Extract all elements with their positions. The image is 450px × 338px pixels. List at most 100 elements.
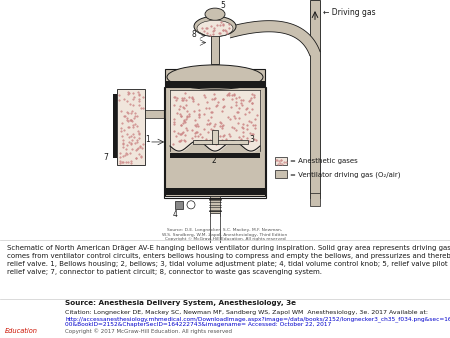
Point [249,122,256,128]
Point [251,95,258,100]
Point [196,112,203,117]
Point [249,131,256,137]
Point [233,96,240,101]
Ellipse shape [187,201,195,209]
Point [195,139,203,144]
Point [123,98,130,104]
Point [252,116,259,122]
Point [117,126,125,131]
Point [121,113,128,118]
Point [250,136,257,141]
Point [238,124,245,130]
Point [234,121,242,126]
Point [172,97,180,103]
Point [228,92,235,98]
Point [181,95,188,101]
Point [204,121,211,127]
Point [203,25,211,30]
Point [119,160,126,165]
Point [237,98,244,103]
Point [124,124,131,129]
Point [129,102,136,108]
Point [116,154,123,160]
Point [120,137,127,142]
Point [236,116,243,121]
Point [242,111,249,116]
Point [183,102,190,108]
Polygon shape [228,21,320,56]
Point [210,127,217,132]
Point [135,92,143,97]
Point [254,112,261,118]
Point [196,107,203,112]
Point [212,130,219,136]
Text: 7: 7 [103,153,108,162]
Point [116,97,123,103]
Point [124,110,131,115]
Point [225,131,232,136]
Point [138,153,145,159]
Point [171,94,179,99]
Text: 8: 8 [191,29,196,39]
Point [173,96,180,101]
Point [196,114,203,120]
Point [123,143,130,148]
Point [219,28,226,33]
Point [225,25,233,31]
Point [190,98,197,104]
Point [235,105,243,111]
Point [137,106,144,111]
Point [238,140,246,146]
Point [239,97,247,102]
Point [176,138,183,143]
Point [226,117,234,122]
Point [198,25,206,31]
Point [223,93,230,98]
Point [184,108,191,114]
Point [124,159,131,165]
Point [140,95,147,100]
Point [180,138,188,143]
Point [119,144,126,150]
Bar [275,157,287,165]
Point [204,129,212,135]
Point [132,148,140,153]
Point [134,89,141,95]
Point [170,141,177,147]
Text: Mc: Mc [22,307,39,316]
Point [207,138,214,143]
Point [178,114,185,119]
Point [211,28,218,33]
Point [181,133,189,138]
Bar [212,130,218,144]
Point [174,130,181,136]
Point [193,123,200,128]
Point [233,99,240,104]
Point [129,90,136,96]
Point [220,133,227,138]
Point [132,155,139,161]
Point [216,119,223,125]
Point [243,135,250,141]
Point [223,30,230,35]
Point [247,130,254,135]
Point [193,121,200,126]
Point [170,95,177,100]
Point [188,135,195,141]
Point [130,134,138,140]
Text: = Ventilator driving gas (O₂/air): = Ventilator driving gas (O₂/air) [290,171,400,178]
Point [248,131,255,137]
Point [245,98,252,104]
Point [135,102,143,107]
Point [134,147,141,152]
Point [200,111,207,117]
Point [127,110,135,116]
Point [201,95,208,100]
Point [225,21,233,27]
Point [212,141,219,147]
Point [212,95,219,100]
Point [216,30,224,36]
Point [123,151,130,156]
Point [220,140,227,146]
Point [170,116,177,121]
